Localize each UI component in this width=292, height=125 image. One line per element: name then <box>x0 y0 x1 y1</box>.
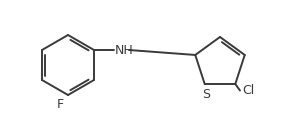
Text: NH: NH <box>115 44 134 57</box>
Text: Cl: Cl <box>242 84 254 97</box>
Text: S: S <box>202 88 210 101</box>
Text: F: F <box>57 98 64 111</box>
